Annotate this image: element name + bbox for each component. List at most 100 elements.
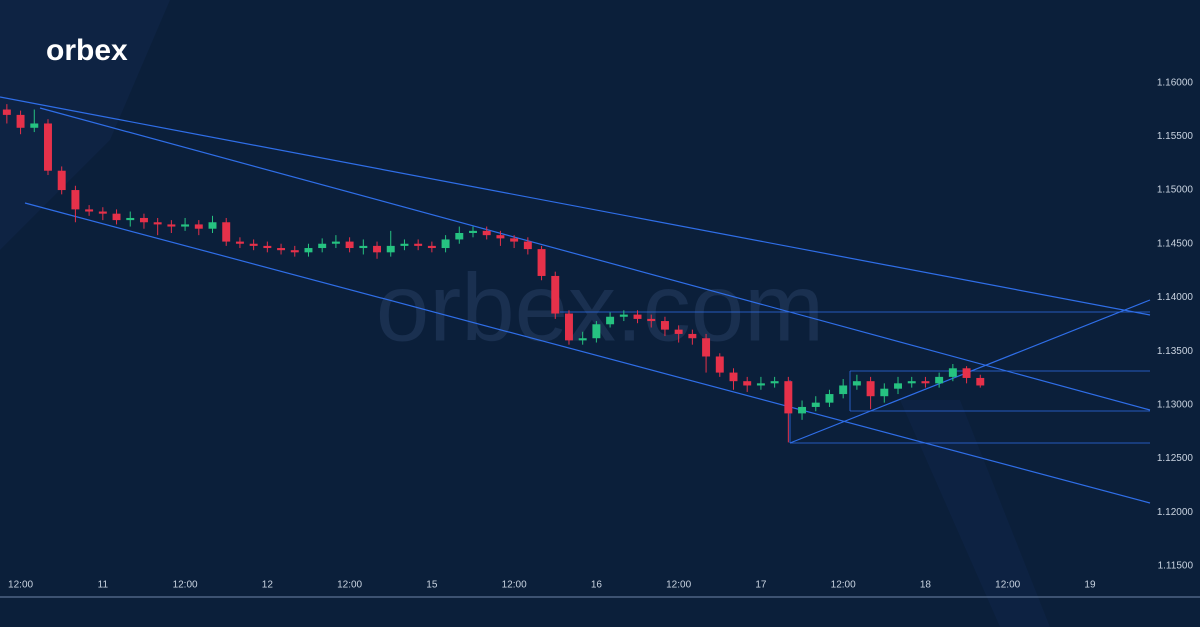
candle-body: [894, 383, 902, 389]
candle-body: [551, 275, 560, 314]
candle-body: [277, 248, 286, 251]
candle-body: [606, 316, 615, 325]
x-tick-label: 12:00: [502, 580, 527, 591]
candle-body: [98, 211, 107, 214]
x-tick-label: 12:00: [831, 580, 856, 591]
candle-body: [263, 245, 272, 249]
trend-line: [39, 107, 1151, 411]
candle-body: [756, 383, 765, 386]
y-tick-label: 1.12000: [1157, 507, 1194, 518]
y-tick-label: 1.15500: [1157, 131, 1194, 142]
candle-body: [139, 217, 148, 223]
candle-body: [852, 381, 861, 386]
candle-body: [85, 209, 94, 212]
candle-body: [907, 381, 916, 384]
candle-body: [222, 222, 231, 242]
candle-body: [619, 314, 628, 317]
candle-body: [469, 230, 477, 234]
x-tick-label: 12:00: [666, 580, 691, 591]
candle-body: [770, 381, 779, 384]
y-tick-label: 1.16000: [1157, 77, 1194, 88]
candle-body: [482, 230, 491, 236]
candle-body: [153, 222, 162, 225]
candle-body: [57, 170, 66, 191]
x-tick-label: 11: [98, 580, 109, 591]
x-tick-label: 12:00: [337, 580, 362, 591]
candle-body: [578, 338, 587, 341]
candle-body: [441, 239, 450, 249]
y-tick-label: 1.15000: [1157, 185, 1194, 196]
y-tick-label: 1.12500: [1157, 453, 1194, 464]
bg-shape: [900, 400, 1050, 627]
candle-body: [921, 381, 930, 384]
candle-body: [674, 329, 683, 334]
watermark: orbex.com: [376, 254, 824, 361]
candle-body: [976, 377, 985, 386]
candle-body: [304, 248, 313, 253]
trend-lines: [0, 96, 1151, 504]
candle-body: [112, 213, 121, 221]
candle-body: [866, 381, 875, 397]
logo: orbex: [46, 34, 128, 67]
x-tick-label: 12:00: [995, 580, 1020, 591]
candle-body: [784, 381, 793, 414]
candle-body: [496, 235, 505, 239]
candle-body: [359, 245, 368, 249]
candle-body: [400, 243, 409, 246]
candle-body: [455, 233, 464, 240]
candle-body: [825, 394, 834, 403]
x-tick-label: 12:00: [8, 580, 33, 591]
candle-body: [44, 123, 52, 171]
y-tick-label: 1.13000: [1157, 399, 1194, 410]
candle-body: [702, 338, 711, 357]
candle-body: [194, 224, 203, 229]
candle-body: [331, 241, 340, 244]
bg-shape: [0, 0, 170, 250]
candle-body: [249, 243, 258, 246]
x-tick-label: 18: [920, 580, 932, 591]
candle-body: [414, 243, 423, 246]
trend-line: [24, 202, 1151, 504]
candle-body: [743, 381, 752, 386]
candle-body: [235, 241, 244, 244]
candle-body: [948, 368, 957, 377]
candle-body: [592, 324, 601, 339]
y-tick-label: 1.14500: [1157, 238, 1194, 249]
y-tick-label: 1.13500: [1157, 346, 1194, 357]
candle-body: [660, 321, 669, 330]
candle-body: [386, 245, 395, 253]
candle-body: [510, 238, 519, 242]
x-tick-label: 17: [755, 580, 767, 591]
candle-body: [811, 402, 820, 407]
candle-body: [798, 406, 807, 414]
candle-body: [729, 372, 738, 382]
candle-body: [167, 224, 176, 227]
candle-body: [688, 333, 697, 339]
candle-body: [962, 368, 971, 378]
candle-body: [30, 123, 39, 128]
x-tick-label: 12: [262, 580, 274, 591]
candle-body: [373, 245, 382, 253]
candle-body: [208, 222, 217, 229]
x-tick-label: 12:00: [173, 580, 198, 591]
x-tick-label: 16: [591, 580, 603, 591]
candle-body: [647, 318, 656, 322]
candle-body: [16, 114, 25, 128]
candle-body: [2, 109, 11, 115]
candle-body: [633, 314, 642, 319]
candle-body: [318, 243, 327, 249]
candle-body: [427, 245, 436, 249]
x-tick-label: 15: [426, 580, 438, 591]
y-tick-label: 1.14000: [1157, 292, 1194, 303]
candle-body: [935, 376, 944, 384]
candle-body: [345, 241, 354, 249]
candle-body: [71, 190, 80, 210]
candle-body: [839, 385, 848, 395]
x-tick-label: 19: [1084, 580, 1096, 591]
candle-body: [181, 224, 190, 227]
candle-body: [880, 388, 889, 397]
trend-line: [0, 96, 1151, 316]
candle-body: [126, 217, 135, 221]
candle-body: [523, 241, 532, 250]
